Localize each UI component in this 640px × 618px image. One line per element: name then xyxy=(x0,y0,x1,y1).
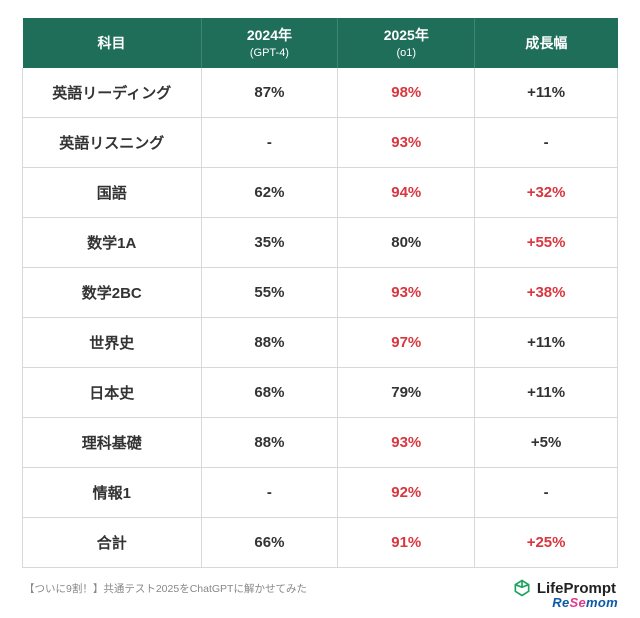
cell-2025: 98% xyxy=(338,68,475,118)
cell-growth: - xyxy=(475,118,618,168)
table-row: 国語62%94%+32% xyxy=(23,168,618,218)
col-header-title: 2024年 xyxy=(247,27,292,43)
cell-2024: 88% xyxy=(201,418,338,468)
col-header: 2024年 (GPT-4) xyxy=(201,18,338,68)
col-header: 成長幅 xyxy=(475,18,618,68)
table-row: 世界史88%97%+11% xyxy=(23,318,618,368)
cell-2025: 91% xyxy=(338,518,475,568)
table-row: 英語リーディング87%98%+11% xyxy=(23,68,618,118)
cell-subject: 英語リーディング xyxy=(23,68,202,118)
cell-2024: 62% xyxy=(201,168,338,218)
footer: 【ついに9割！】共通テスト2025をChatGPTに解かせてみた LifePro… xyxy=(22,578,618,598)
brand-logo-icon xyxy=(512,578,532,598)
cell-2025: 80% xyxy=(338,218,475,268)
col-header-title: 成長幅 xyxy=(525,35,567,51)
col-header: 科目 xyxy=(23,18,202,68)
cell-subject: 数学2BC xyxy=(23,268,202,318)
watermark-se: Se xyxy=(570,595,587,610)
cell-2024: 88% xyxy=(201,318,338,368)
cell-2025: 92% xyxy=(338,468,475,518)
cell-2024: - xyxy=(201,118,338,168)
cell-2024: 35% xyxy=(201,218,338,268)
col-header-sub: (o1) xyxy=(342,46,470,60)
table-row: 数学1A35%80%+55% xyxy=(23,218,618,268)
table-row: 英語リスニング-93%- xyxy=(23,118,618,168)
table-row: 理科基礎88%93%+5% xyxy=(23,418,618,468)
watermark: ReSemom xyxy=(552,595,618,610)
score-table: 科目 2024年 (GPT-4) 2025年 (o1) 成長幅 英語リーディング87%98… xyxy=(22,18,618,568)
cell-2025: 97% xyxy=(338,318,475,368)
col-header-title: 科目 xyxy=(98,35,126,51)
cell-subject: 数学1A xyxy=(23,218,202,268)
cell-growth: +11% xyxy=(475,368,618,418)
watermark-re: Re xyxy=(552,595,569,610)
cell-2024: 66% xyxy=(201,518,338,568)
cell-2025: 93% xyxy=(338,418,475,468)
table-row: 日本史68%79%+11% xyxy=(23,368,618,418)
table-row: 合計66%91%+25% xyxy=(23,518,618,568)
cell-subject: 世界史 xyxy=(23,318,202,368)
cell-2025: 79% xyxy=(338,368,475,418)
cell-2025: 93% xyxy=(338,118,475,168)
cell-growth: - xyxy=(475,468,618,518)
cell-subject: 日本史 xyxy=(23,368,202,418)
cell-2025: 94% xyxy=(338,168,475,218)
table-row: 情報1-92%- xyxy=(23,468,618,518)
cell-2024: - xyxy=(201,468,338,518)
cell-subject: 国語 xyxy=(23,168,202,218)
col-header-sub: (GPT-4) xyxy=(206,46,334,60)
cell-growth: +38% xyxy=(475,268,618,318)
table-body: 英語リーディング87%98%+11%英語リスニング-93%-国語62%94%+3… xyxy=(23,68,618,568)
cell-growth: +5% xyxy=(475,418,618,468)
table-header-row: 科目 2024年 (GPT-4) 2025年 (o1) 成長幅 xyxy=(23,18,618,68)
cell-growth: +11% xyxy=(475,318,618,368)
caption: 【ついに9割！】共通テスト2025をChatGPTに解かせてみた xyxy=(24,581,307,596)
watermark-mom: mom xyxy=(586,595,618,610)
cell-subject: 英語リスニング xyxy=(23,118,202,168)
cell-subject: 理科基礎 xyxy=(23,418,202,468)
cell-growth: +32% xyxy=(475,168,618,218)
cell-2024: 68% xyxy=(201,368,338,418)
cell-subject: 合計 xyxy=(23,518,202,568)
cell-subject: 情報1 xyxy=(23,468,202,518)
cell-2025: 93% xyxy=(338,268,475,318)
cell-2024: 55% xyxy=(201,268,338,318)
cell-2024: 87% xyxy=(201,68,338,118)
table-row: 数学2BC55%93%+38% xyxy=(23,268,618,318)
cell-growth: +55% xyxy=(475,218,618,268)
cell-growth: +25% xyxy=(475,518,618,568)
cell-growth: +11% xyxy=(475,68,618,118)
col-header-title: 2025年 xyxy=(384,27,429,43)
col-header: 2025年 (o1) xyxy=(338,18,475,68)
